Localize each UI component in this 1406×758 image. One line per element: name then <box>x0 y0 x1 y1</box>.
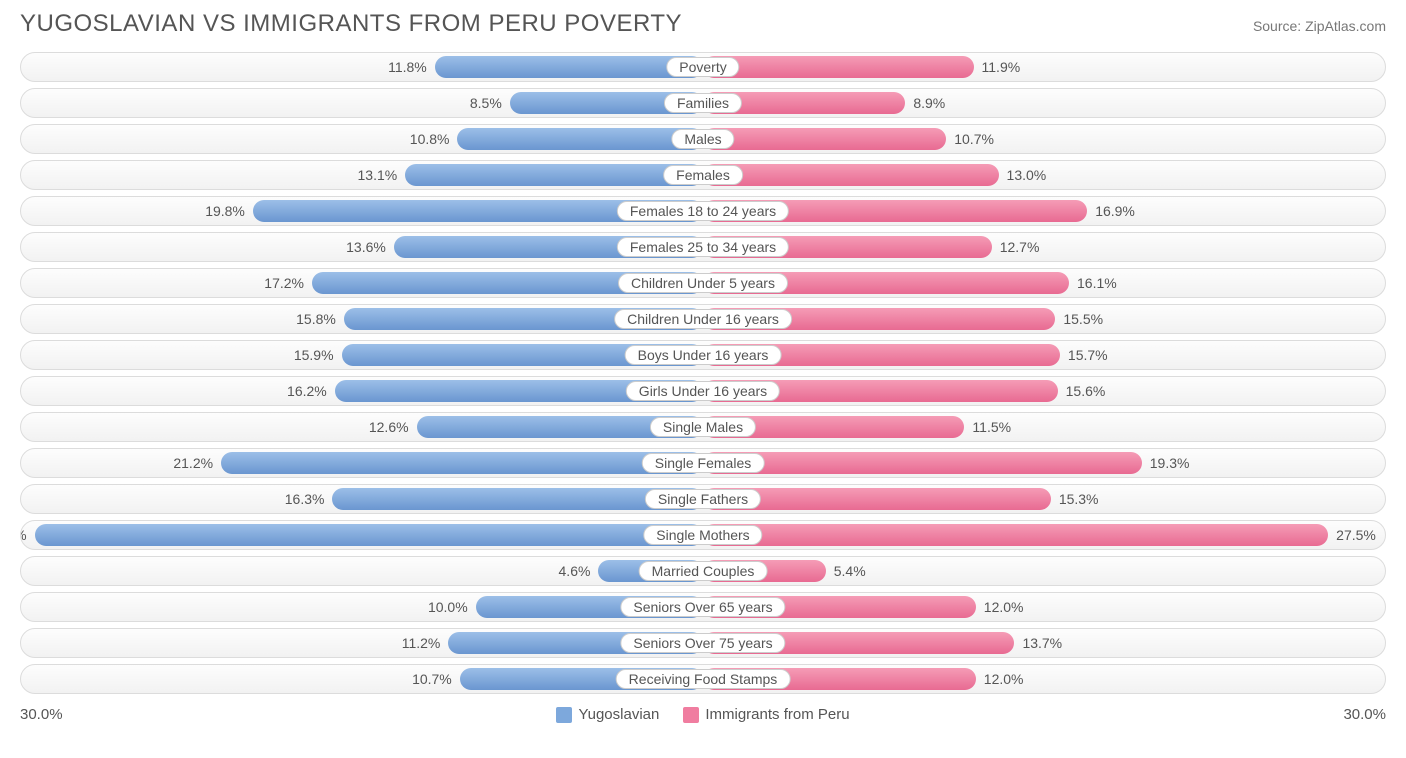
chart-row: 19.8% 16.9% Females 18 to 24 years <box>20 196 1386 226</box>
category-label: Females 18 to 24 years <box>617 201 789 221</box>
chart-row: 16.2% 15.6% Girls Under 16 years <box>20 376 1386 406</box>
value-left: 13.1% <box>358 161 406 189</box>
category-label: Single Fathers <box>645 489 761 509</box>
value-left: 11.8% <box>388 53 435 81</box>
bar-right <box>703 128 946 150</box>
chart-row: 13.1% 13.0% Females <box>20 160 1386 190</box>
bar-right <box>703 164 999 186</box>
bar-left <box>457 128 703 150</box>
chart-source: Source: ZipAtlas.com <box>1253 18 1386 34</box>
category-label: Females 25 to 34 years <box>617 237 789 257</box>
chart-row: 8.5% 8.9% Families <box>20 88 1386 118</box>
value-left: 16.2% <box>287 377 335 405</box>
value-right: 12.0% <box>976 665 1024 693</box>
value-left: 12.6% <box>369 413 417 441</box>
value-left: 13.6% <box>346 233 394 261</box>
value-right: 11.5% <box>964 413 1011 441</box>
legend-label-right: Immigrants from Peru <box>705 706 849 723</box>
value-left: 8.5% <box>470 89 510 117</box>
category-label: Families <box>664 93 742 113</box>
category-label: Children Under 5 years <box>618 273 788 293</box>
chart-row: 12.6% 11.5% Single Males <box>20 412 1386 442</box>
value-right: 15.7% <box>1060 341 1108 369</box>
legend-item-right: Immigrants from Peru <box>683 706 849 723</box>
value-left: 10.0% <box>428 593 476 621</box>
bar-left <box>35 524 703 546</box>
diverging-bar-chart: 11.8%11.9%Poverty8.5%8.9%Families10.8%10… <box>20 52 1386 694</box>
bar-right <box>703 56 974 78</box>
value-right: 5.4% <box>826 557 866 585</box>
chart-row: 4.6% 5.4% Married Couples <box>20 556 1386 586</box>
chart-row: 10.0% 12.0% Seniors Over 65 years <box>20 592 1386 622</box>
value-left: 15.9% <box>294 341 342 369</box>
chart-footer: 30.0% Yugoslavian Immigrants from Peru 3… <box>20 706 1386 723</box>
chart-row: 15.8% 15.5% Children Under 16 years <box>20 304 1386 334</box>
chart-row: 11.8% 11.9% Poverty <box>20 52 1386 82</box>
category-label: Receiving Food Stamps <box>616 669 791 689</box>
value-right: 19.3% <box>1142 449 1190 477</box>
source-name: ZipAtlas.com <box>1305 18 1386 34</box>
value-left: 21.2% <box>173 449 221 477</box>
category-label: Females <box>663 165 743 185</box>
chart-header: YUGOSLAVIAN VS IMMIGRANTS FROM PERU POVE… <box>20 10 1386 38</box>
legend-label-left: Yugoslavian <box>578 706 659 723</box>
chart-row: 11.2% 13.7% Seniors Over 75 years <box>20 628 1386 658</box>
legend-swatch-left <box>556 707 572 723</box>
value-right: 10.7% <box>946 125 994 153</box>
value-right: 11.9% <box>974 53 1021 81</box>
bar-right <box>703 524 1328 546</box>
value-right: 12.0% <box>976 593 1024 621</box>
category-label: Single Mothers <box>643 525 762 545</box>
category-label: Males <box>671 129 734 149</box>
category-label: Children Under 16 years <box>614 309 792 329</box>
bar-right <box>703 452 1142 474</box>
source-prefix: Source: <box>1253 18 1305 34</box>
legend: Yugoslavian Immigrants from Peru <box>556 706 849 723</box>
category-label: Married Couples <box>639 561 768 581</box>
value-left: 10.8% <box>410 125 458 153</box>
category-label: Seniors Over 65 years <box>620 597 785 617</box>
value-left: 4.6% <box>559 557 599 585</box>
category-label: Poverty <box>666 57 739 77</box>
value-right: 27.5% <box>1328 521 1376 549</box>
value-right: 16.1% <box>1069 269 1117 297</box>
chart-row: 10.7% 12.0% Receiving Food Stamps <box>20 664 1386 694</box>
value-right: 15.6% <box>1058 377 1106 405</box>
value-right: 13.0% <box>999 161 1047 189</box>
value-right: 15.5% <box>1055 305 1103 333</box>
chart-row: 10.8% 10.7% Males <box>20 124 1386 154</box>
legend-swatch-right <box>683 707 699 723</box>
value-left: 10.7% <box>412 665 460 693</box>
category-label: Boys Under 16 years <box>625 345 782 365</box>
value-left: 11.2% <box>402 629 449 657</box>
category-label: Single Females <box>642 453 765 473</box>
chart-title: YUGOSLAVIAN VS IMMIGRANTS FROM PERU POVE… <box>20 10 682 38</box>
axis-max-right: 30.0% <box>1343 706 1386 723</box>
value-right: 15.3% <box>1051 485 1099 513</box>
value-left: 16.3% <box>285 485 333 513</box>
category-label: Seniors Over 75 years <box>620 633 785 653</box>
chart-row: 15.9% 15.7% Boys Under 16 years <box>20 340 1386 370</box>
axis-max-left: 30.0% <box>20 706 63 723</box>
value-left: 29.4% <box>20 521 35 549</box>
value-left: 19.8% <box>205 197 253 225</box>
chart-row: 21.2% 19.3% Single Females <box>20 448 1386 478</box>
chart-row: 17.2% 16.1% Children Under 5 years <box>20 268 1386 298</box>
value-left: 17.2% <box>264 269 312 297</box>
value-right: 12.7% <box>992 233 1040 261</box>
value-left: 15.8% <box>296 305 344 333</box>
value-right: 13.7% <box>1014 629 1062 657</box>
bar-left <box>405 164 703 186</box>
chart-row: 29.4% 27.5% Single Mothers <box>20 520 1386 550</box>
bar-left <box>435 56 703 78</box>
bar-left <box>221 452 703 474</box>
category-label: Girls Under 16 years <box>626 381 780 401</box>
category-label: Single Males <box>650 417 756 437</box>
legend-item-left: Yugoslavian <box>556 706 659 723</box>
value-right: 8.9% <box>905 89 945 117</box>
chart-row: 16.3% 15.3% Single Fathers <box>20 484 1386 514</box>
chart-row: 13.6% 12.7% Females 25 to 34 years <box>20 232 1386 262</box>
value-right: 16.9% <box>1087 197 1135 225</box>
